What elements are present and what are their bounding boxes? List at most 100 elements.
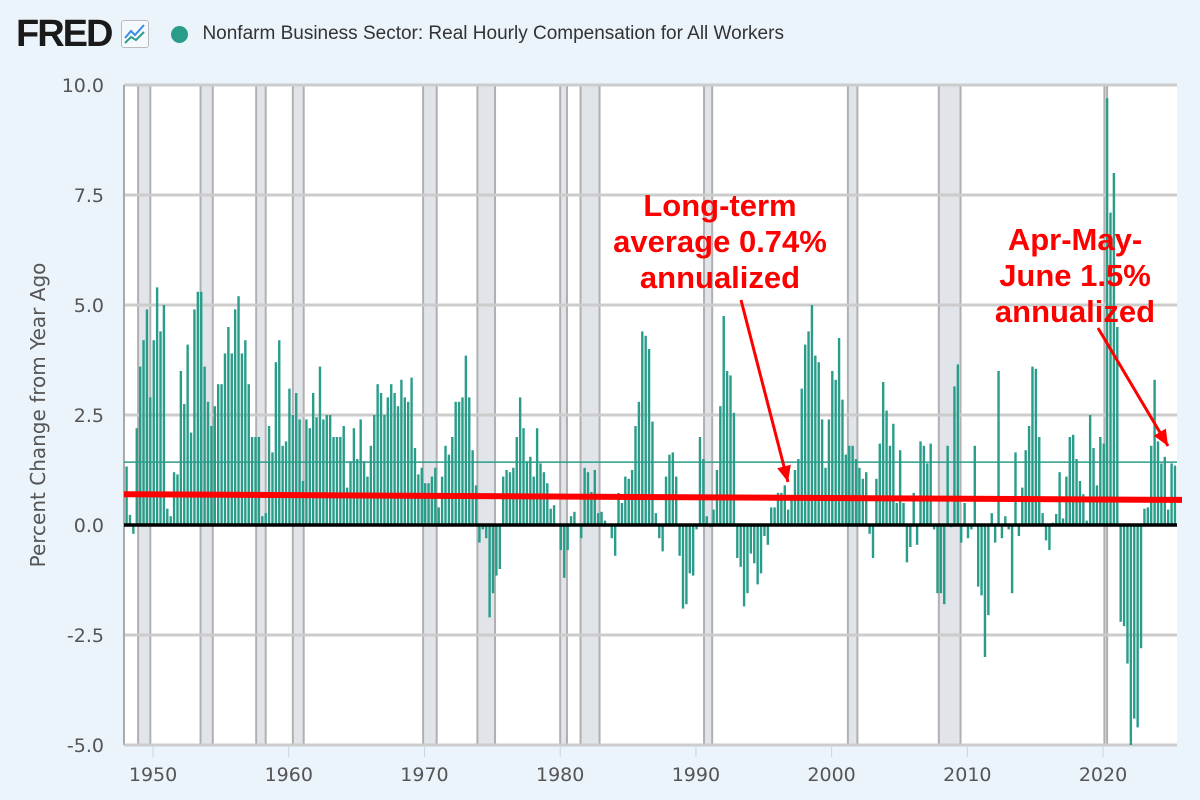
bar bbox=[878, 443, 881, 525]
bar bbox=[719, 406, 722, 525]
bar bbox=[647, 349, 651, 525]
bar bbox=[423, 483, 427, 525]
bar bbox=[237, 296, 240, 525]
bar bbox=[271, 452, 274, 525]
x-tick-label: 2020 bbox=[1079, 764, 1127, 786]
x-tick-label: 1980 bbox=[536, 764, 584, 786]
bar bbox=[410, 377, 413, 525]
bar bbox=[851, 445, 854, 525]
bar bbox=[722, 316, 725, 525]
bar bbox=[437, 507, 440, 525]
bar bbox=[1133, 525, 1136, 719]
bar bbox=[1027, 426, 1031, 525]
annotation-line: annualized bbox=[994, 294, 1156, 329]
bar bbox=[342, 426, 345, 525]
x-tick-label: 1970 bbox=[400, 764, 448, 786]
bar bbox=[1112, 173, 1116, 525]
bar bbox=[929, 443, 932, 525]
bar bbox=[318, 366, 322, 525]
bar bbox=[729, 375, 732, 525]
bar bbox=[295, 393, 298, 525]
bar bbox=[332, 437, 335, 525]
bar bbox=[301, 481, 305, 525]
bar bbox=[305, 419, 308, 525]
bar bbox=[244, 340, 247, 525]
x-tick-label: 1960 bbox=[265, 764, 313, 786]
bar bbox=[742, 525, 746, 607]
bar bbox=[922, 445, 926, 525]
arrow-head-icon bbox=[1153, 428, 1168, 446]
bar bbox=[427, 483, 430, 525]
bar bbox=[997, 371, 1000, 525]
bar bbox=[973, 445, 976, 525]
bar bbox=[288, 388, 291, 525]
bar bbox=[902, 503, 905, 525]
bar bbox=[868, 525, 871, 534]
bar bbox=[749, 525, 753, 554]
chart-line-icon bbox=[121, 20, 150, 48]
bar bbox=[393, 393, 396, 525]
bar bbox=[915, 525, 919, 545]
bar bbox=[278, 340, 281, 525]
bar bbox=[909, 525, 912, 547]
bar bbox=[698, 437, 702, 525]
bar bbox=[264, 513, 267, 525]
bar bbox=[1109, 212, 1112, 525]
bar bbox=[1088, 415, 1092, 525]
bar bbox=[783, 485, 786, 525]
long-term-average-line bbox=[123, 491, 1183, 503]
bar bbox=[766, 525, 770, 545]
bar bbox=[1143, 508, 1146, 525]
bar bbox=[1010, 525, 1014, 594]
bar bbox=[1099, 437, 1102, 525]
bar bbox=[413, 448, 417, 525]
bar bbox=[1061, 518, 1065, 525]
bar bbox=[980, 525, 983, 596]
bar bbox=[936, 525, 939, 594]
bar bbox=[406, 401, 410, 525]
bar bbox=[468, 397, 471, 525]
bar bbox=[786, 509, 790, 525]
bar bbox=[807, 331, 810, 525]
x-tick-label: 2000 bbox=[807, 764, 855, 786]
bar bbox=[759, 525, 763, 574]
bar bbox=[471, 450, 474, 525]
bar bbox=[369, 445, 373, 525]
bar bbox=[203, 366, 206, 525]
annotation-arrows bbox=[739, 299, 1170, 483]
bar bbox=[905, 525, 909, 563]
bar bbox=[976, 525, 980, 587]
bar bbox=[1105, 98, 1109, 525]
bar bbox=[685, 525, 688, 605]
bar bbox=[596, 513, 600, 525]
bar bbox=[518, 397, 522, 525]
bar bbox=[254, 437, 257, 525]
bar bbox=[776, 492, 780, 525]
bar bbox=[1071, 434, 1075, 525]
bar bbox=[912, 492, 915, 525]
bar bbox=[580, 525, 583, 539]
gridlines bbox=[123, 83, 1177, 747]
bar bbox=[1082, 494, 1085, 525]
bar bbox=[213, 406, 216, 525]
bar bbox=[926, 463, 929, 525]
bar bbox=[1014, 452, 1017, 525]
fred-logo[interactable]: FRED bbox=[16, 12, 113, 55]
bar bbox=[695, 525, 698, 530]
y-tick-label: 0.0 bbox=[74, 515, 104, 537]
bar bbox=[1092, 448, 1095, 525]
bar bbox=[624, 476, 627, 525]
bar bbox=[1173, 465, 1177, 525]
bar bbox=[352, 428, 356, 525]
bar bbox=[403, 397, 406, 525]
bar bbox=[345, 487, 349, 525]
bar bbox=[641, 331, 644, 525]
bar bbox=[664, 476, 668, 525]
bar bbox=[515, 437, 518, 525]
bar bbox=[162, 305, 166, 525]
bar bbox=[559, 525, 563, 551]
series-title: Nonfarm Business Sector: Real Hourly Com… bbox=[202, 23, 784, 44]
bar bbox=[895, 503, 898, 525]
bar bbox=[770, 507, 773, 525]
bar bbox=[485, 525, 488, 539]
